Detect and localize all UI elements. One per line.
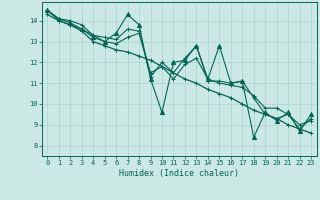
X-axis label: Humidex (Indice chaleur): Humidex (Indice chaleur) xyxy=(119,169,239,178)
